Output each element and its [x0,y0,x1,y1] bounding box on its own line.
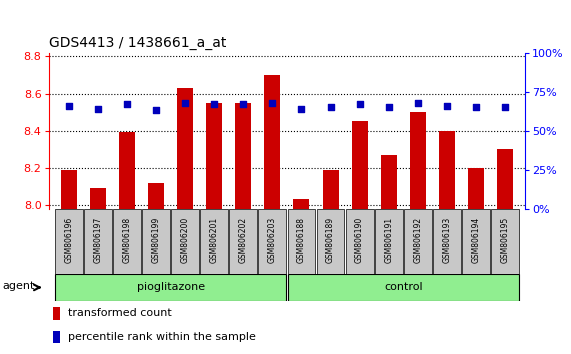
Bar [323,170,339,209]
FancyBboxPatch shape [84,209,112,274]
Bar [206,103,222,209]
Point [94,106,103,112]
Text: pioglitazone: pioglitazone [136,282,204,292]
FancyBboxPatch shape [55,274,286,301]
Text: GSM806196: GSM806196 [65,217,74,263]
FancyBboxPatch shape [316,209,344,274]
FancyBboxPatch shape [288,274,519,301]
Point [355,101,364,107]
FancyBboxPatch shape [113,209,141,274]
Point [239,101,248,107]
Point [326,104,335,110]
FancyBboxPatch shape [142,209,170,274]
FancyBboxPatch shape [200,209,228,274]
Bar [497,149,513,209]
Bar [293,199,309,209]
FancyBboxPatch shape [171,209,199,274]
Text: GSM806189: GSM806189 [326,217,335,263]
Bar [90,188,106,209]
FancyBboxPatch shape [491,209,519,274]
Text: agent: agent [2,281,35,291]
Point [180,100,190,105]
Bar [468,168,484,209]
Text: GSM806197: GSM806197 [94,217,102,263]
Bar [61,170,77,209]
Bar [53,307,61,320]
Text: GSM806199: GSM806199 [152,217,160,263]
FancyBboxPatch shape [345,209,373,274]
FancyBboxPatch shape [462,209,490,274]
Text: GSM806201: GSM806201 [210,217,219,263]
Point [413,100,423,105]
Point [471,104,480,110]
Bar [352,121,368,209]
Text: GSM806190: GSM806190 [355,217,364,263]
FancyBboxPatch shape [288,209,315,274]
FancyBboxPatch shape [55,209,83,274]
Text: transformed count: transformed count [67,308,171,318]
Text: GSM806198: GSM806198 [123,217,131,263]
Bar [264,75,280,209]
Point [122,101,131,107]
Text: GSM806203: GSM806203 [268,217,277,263]
Point [443,103,452,109]
Text: GSM806194: GSM806194 [472,217,480,263]
Bar [148,183,164,209]
Bar [381,155,397,209]
Bar [177,88,193,209]
Point [384,104,393,110]
Text: GSM806193: GSM806193 [443,217,451,263]
Bar [53,331,61,343]
FancyBboxPatch shape [433,209,461,274]
Text: GSM806192: GSM806192 [413,217,422,263]
Text: GSM806188: GSM806188 [297,217,306,263]
Point [151,108,160,113]
FancyBboxPatch shape [259,209,286,274]
Text: percentile rank within the sample: percentile rank within the sample [67,332,255,342]
Point [297,106,306,112]
Text: control: control [384,282,423,292]
FancyBboxPatch shape [404,209,432,274]
Point [268,100,277,105]
Text: GSM806202: GSM806202 [239,217,248,263]
Text: GSM806191: GSM806191 [384,217,393,263]
Bar [119,132,135,209]
FancyBboxPatch shape [375,209,403,274]
Point [210,101,219,107]
Text: GSM806200: GSM806200 [180,217,190,263]
Bar [235,103,251,209]
Text: GDS4413 / 1438661_a_at: GDS4413 / 1438661_a_at [49,36,226,50]
FancyBboxPatch shape [230,209,258,274]
Bar [410,112,426,209]
Point [500,104,509,110]
Point [65,103,74,109]
Text: GSM806195: GSM806195 [500,217,509,263]
Bar [439,131,455,209]
